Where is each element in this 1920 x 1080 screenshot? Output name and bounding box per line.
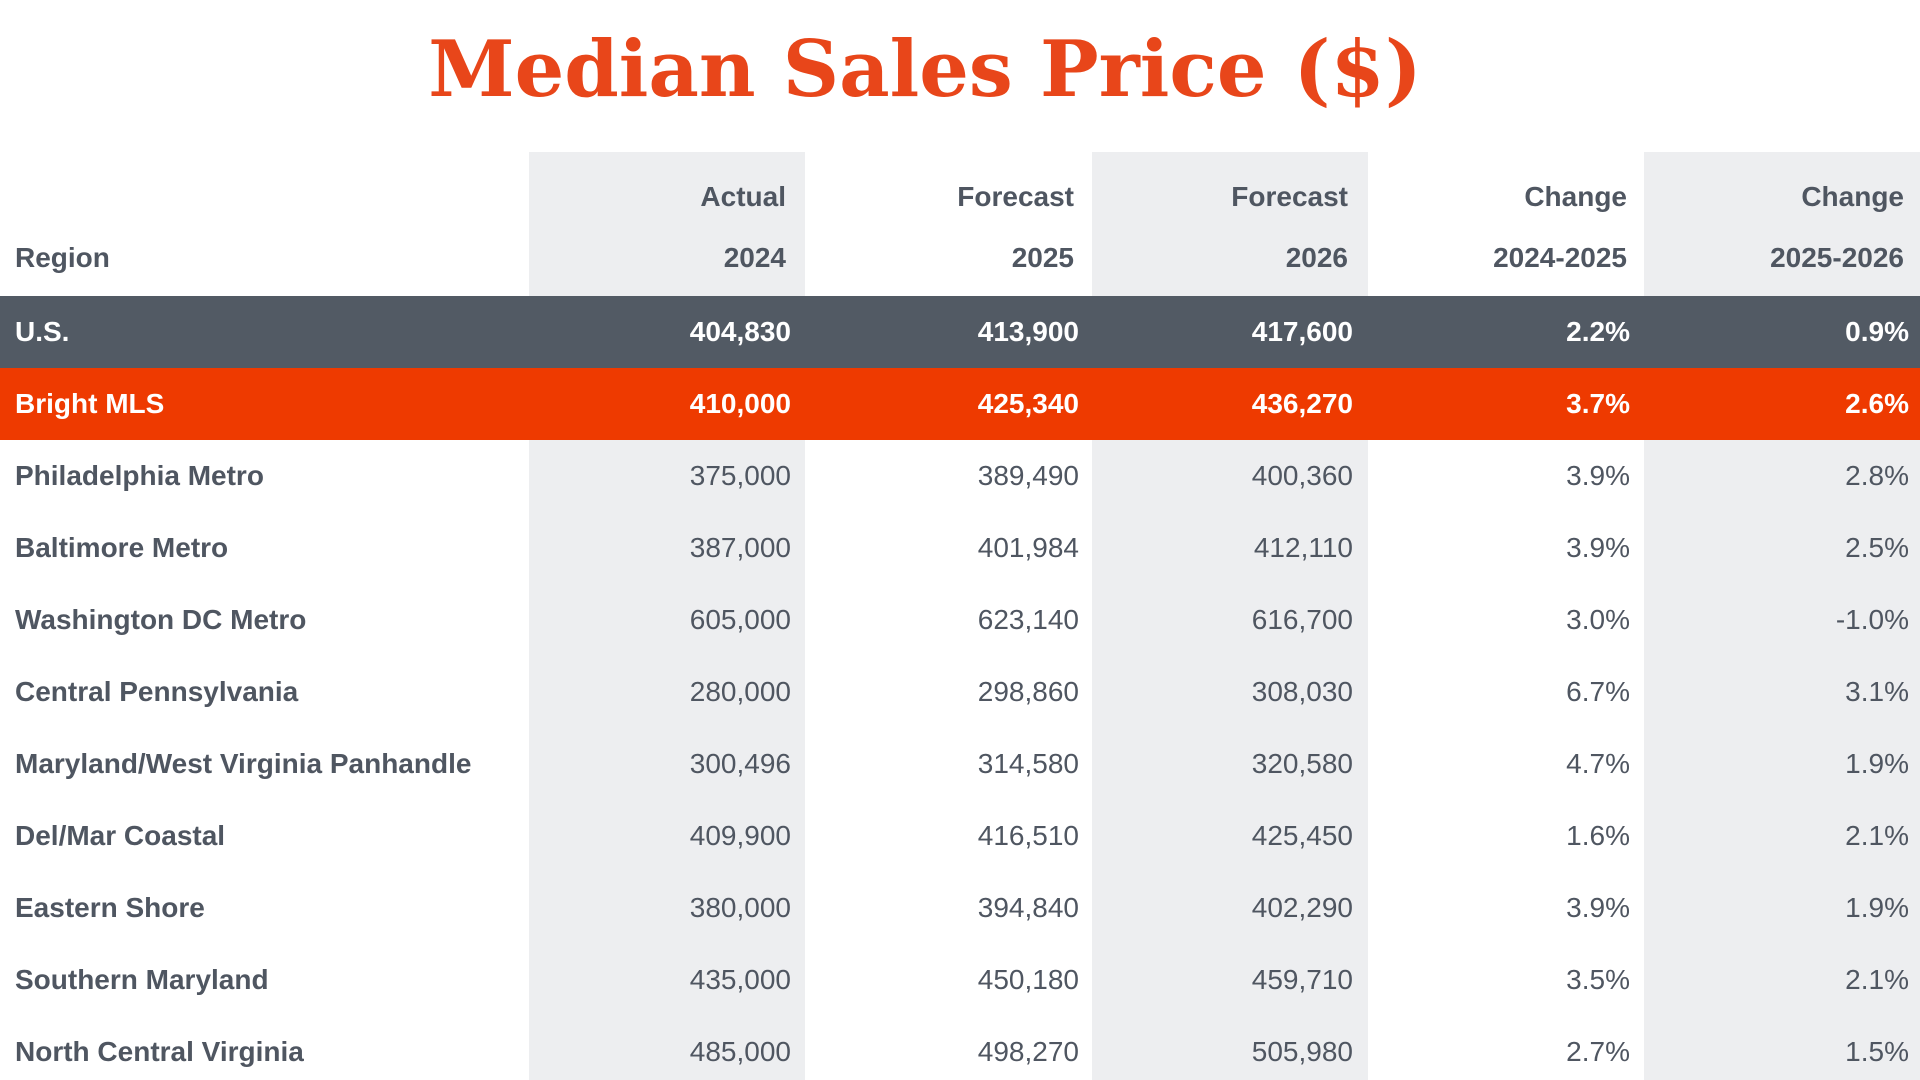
change-2024-2025-cell: 3.9% (1566, 460, 1630, 491)
change-2024-2025-cell: 1.6% (1566, 820, 1630, 851)
change-2025-2026-cell: 2.8% (1845, 460, 1909, 491)
forecast-2025-cell: 314,580 (977, 748, 1079, 779)
header-line-1: Change (1801, 181, 1904, 212)
table-row: Central Pennsylvania 280,000 298,860 308… (0, 656, 1920, 728)
actual-2024-cell: 605,000 (689, 604, 791, 635)
region-cell: Washington DC Metro (15, 604, 307, 635)
actual-2024-cell: 300,496 (689, 748, 791, 779)
change-2025-2026-cell: 2.6% (1845, 388, 1909, 419)
change-2024-2025-cell: 2.2% (1566, 316, 1630, 347)
actual-2024-cell: 280,000 (689, 676, 791, 707)
forecast-2025-cell: 298,860 (977, 676, 1079, 707)
forecast-2025-cell: 623,140 (977, 604, 1079, 635)
actual-2024-cell: 409,900 (689, 820, 791, 851)
table-row: Del/Mar Coastal 409,900 416,510 425,450 … (0, 800, 1920, 872)
page-title: Median Sales Price ($) (428, 24, 1422, 115)
forecast-2025-cell: 450,180 (977, 964, 1079, 995)
region-cell: Baltimore Metro (15, 532, 229, 563)
header-line-1: Change (1524, 181, 1627, 212)
table-header: Region Actual 2024 Forecast 2025 Forecas… (0, 152, 1920, 296)
change-2024-2025-cell: 3.7% (1566, 388, 1630, 419)
region-cell: Southern Maryland (15, 964, 269, 995)
forecast-2026-cell: 436,270 (1251, 388, 1353, 419)
table-row-bright-mls: Bright MLS 410,000 425,340 436,270 3.7% … (0, 368, 1920, 440)
actual-2024-cell: 387,000 (689, 532, 791, 563)
actual-2024-cell: 375,000 (689, 460, 791, 491)
change-2025-2026-cell: 3.1% (1845, 676, 1909, 707)
region-cell: Philadelphia Metro (15, 460, 264, 491)
change-2025-2026-cell: 1.5% (1845, 1036, 1909, 1067)
actual-2024-cell: 410,000 (689, 388, 791, 419)
header-line-2: 2026 (1285, 242, 1348, 273)
change-2025-2026-cell: 1.9% (1845, 892, 1909, 923)
actual-2024-cell: 404,830 (689, 316, 791, 347)
forecast-2026-cell: 308,030 (1251, 676, 1353, 707)
actual-2024-cell: 435,000 (689, 964, 791, 995)
change-2024-2025-cell: 3.9% (1566, 892, 1630, 923)
change-2025-2026-cell: 0.9% (1845, 316, 1909, 347)
region-cell: Bright MLS (15, 388, 165, 419)
actual-2024-cell: 485,000 (689, 1036, 791, 1067)
table-row: Eastern Shore 380,000 394,840 402,290 3.… (0, 872, 1920, 944)
region-cell: Del/Mar Coastal (15, 820, 226, 851)
forecast-2026-cell: 320,580 (1251, 748, 1353, 779)
region-cell: North Central Virginia (15, 1036, 304, 1067)
table-row: Philadelphia Metro 375,000 389,490 400,3… (0, 440, 1920, 512)
change-2024-2025-cell: 6.7% (1566, 676, 1630, 707)
header-line-2: 2025 (1011, 242, 1074, 273)
change-2025-2026-cell: -1.0% (1835, 604, 1909, 635)
actual-2024-cell: 380,000 (689, 892, 791, 923)
change-2024-2025-cell: 3.5% (1566, 964, 1630, 995)
median-sales-price-table: Region Actual 2024 Forecast 2025 Forecas… (0, 152, 1920, 1080)
header-line-1: Actual (700, 181, 786, 212)
forecast-2026-cell: 425,450 (1251, 820, 1353, 851)
forecast-2026-cell: 505,980 (1251, 1036, 1353, 1067)
forecast-2025-cell: 498,270 (977, 1036, 1079, 1067)
header-line-2: 2025-2026 (1770, 242, 1904, 273)
header-region: Region (15, 242, 110, 273)
change-2024-2025-cell: 3.9% (1566, 532, 1630, 563)
change-2025-2026-cell: 1.9% (1845, 748, 1909, 779)
table-row: Baltimore Metro 387,000 401,984 412,110 … (0, 512, 1920, 584)
table-row-us: U.S. 404,830 413,900 417,600 2.2% 0.9% (0, 296, 1920, 368)
region-cell: Eastern Shore (15, 892, 205, 923)
table-row: Maryland/West Virginia Panhandle 300,496… (0, 728, 1920, 800)
header-line-2: 2024-2025 (1493, 242, 1627, 273)
forecast-2025-cell: 389,490 (977, 460, 1079, 491)
forecast-2025-cell: 401,984 (977, 532, 1079, 563)
table-row: North Central Virginia 485,000 498,270 5… (0, 1016, 1920, 1080)
forecast-2026-cell: 412,110 (1253, 532, 1353, 563)
forecast-2026-cell: 402,290 (1251, 892, 1353, 923)
forecast-2025-cell: 425,340 (977, 388, 1079, 419)
forecast-2025-cell: 413,900 (977, 316, 1079, 347)
forecast-2026-cell: 616,700 (1251, 604, 1353, 635)
change-2025-2026-cell: 2.1% (1845, 820, 1909, 851)
change-2024-2025-cell: 2.7% (1566, 1036, 1630, 1067)
forecast-2026-cell: 417,600 (1251, 316, 1353, 347)
forecast-2026-cell: 400,360 (1251, 460, 1353, 491)
forecast-2025-cell: 394,840 (977, 892, 1079, 923)
change-2024-2025-cell: 4.7% (1566, 748, 1630, 779)
change-2025-2026-cell: 2.5% (1845, 532, 1909, 563)
table-row: Southern Maryland 435,000 450,180 459,71… (0, 944, 1920, 1016)
region-cell: U.S. (15, 316, 70, 347)
header-line-1: Forecast (957, 181, 1074, 212)
change-2025-2026-cell: 2.1% (1845, 964, 1909, 995)
region-cell: Maryland/West Virginia Panhandle (15, 748, 472, 779)
change-2024-2025-cell: 3.0% (1566, 604, 1630, 635)
header-line-1: Forecast (1231, 181, 1348, 212)
region-cell: Central Pennsylvania (15, 676, 299, 707)
forecast-2025-cell: 416,510 (977, 820, 1079, 851)
table-row: Washington DC Metro 605,000 623,140 616,… (0, 584, 1920, 656)
header-line-2: 2024 (723, 242, 786, 273)
forecast-2026-cell: 459,710 (1251, 964, 1353, 995)
